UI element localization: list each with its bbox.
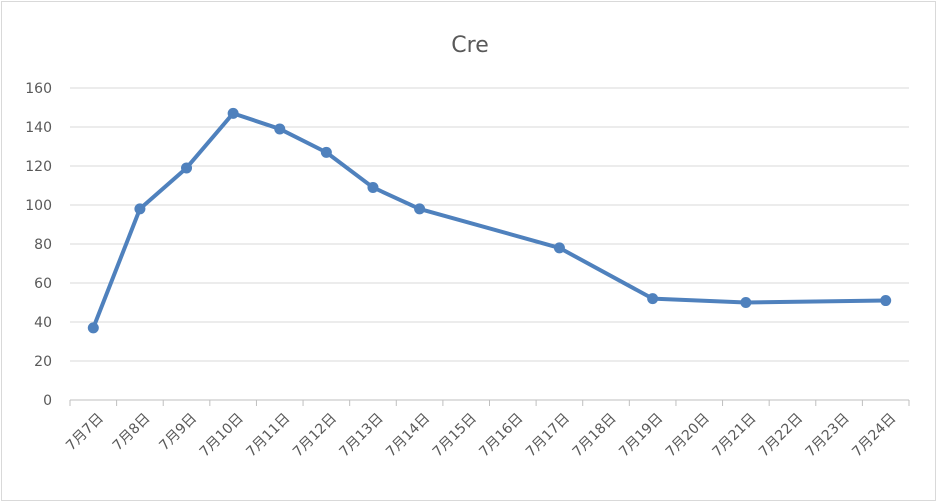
y-tick-label: 40 (34, 315, 52, 331)
x-tick-label: 7月12日 (290, 410, 340, 460)
data-point (880, 295, 892, 307)
y-tick-label: 140 (25, 120, 52, 136)
x-tick-label: 7月21日 (709, 410, 759, 460)
data-point (414, 203, 426, 215)
data-point (181, 162, 193, 174)
gridlines (70, 87, 909, 362)
data-point (740, 297, 752, 308)
data-point (647, 293, 659, 305)
x-tick-label: 7月8日 (110, 410, 154, 454)
x-tick-label: 7月16日 (476, 410, 526, 460)
x-tick-label: 7月22日 (756, 410, 806, 460)
x-tick-label: 7月24日 (849, 410, 899, 460)
y-tick-label: 60 (34, 276, 52, 292)
series-line (91, 111, 888, 330)
data-point (134, 203, 146, 215)
data-point (553, 242, 565, 254)
y-axis-ticks: 0 20 40 60 80 100 120 140 160 (25, 81, 52, 409)
x-axis (69, 399, 910, 406)
data-point (274, 123, 286, 135)
y-tick-label: 100 (25, 198, 52, 214)
y-tick-label: 160 (25, 81, 52, 97)
data-point (320, 146, 332, 158)
y-tick-label: 20 (34, 354, 52, 370)
x-axis-ticks: 7月7日 7月8日 7月9日7月10日7月11日7月12日7月13日7月14日7月1… (63, 410, 899, 460)
y-tick-label: 120 (25, 159, 52, 175)
x-tick-label: 7月23日 (803, 410, 853, 460)
data-point (87, 322, 99, 334)
data-point (367, 181, 379, 193)
x-tick-label: 7月14日 (383, 410, 433, 460)
chart-title: Cre (451, 33, 488, 58)
x-tick-label: 7月19日 (616, 410, 666, 460)
x-tick-label: 7月13日 (337, 410, 387, 460)
data-point (227, 107, 239, 119)
y-tick-label: 80 (34, 237, 52, 253)
x-tick-label: 7月7日 (63, 410, 107, 454)
x-tick-label: 7月15日 (430, 410, 480, 460)
x-tick-label: 7月9日 (156, 410, 200, 454)
x-tick-label: 7月17日 (523, 410, 573, 460)
y-tick-label: 0 (43, 393, 52, 409)
series-cre (87, 107, 892, 334)
x-tick-label: 7月11日 (243, 410, 293, 460)
x-tick-label: 7月20日 (663, 410, 713, 460)
x-tick-label: 7月18日 (570, 410, 620, 460)
x-tick-label: 7月10日 (197, 410, 247, 460)
